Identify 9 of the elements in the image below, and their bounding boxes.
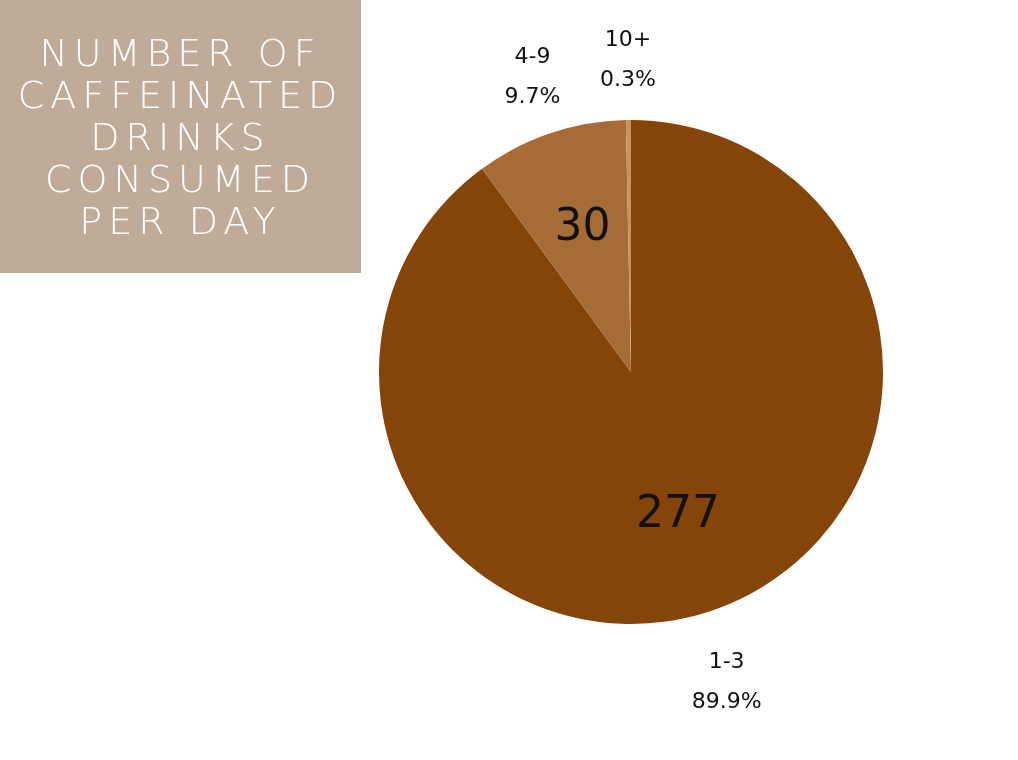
text: 0.3% [599, 66, 656, 92]
text: 9.7% [504, 82, 561, 108]
slice-label: 4-9 [514, 42, 551, 68]
text: 89.9% [691, 687, 762, 713]
data-label: 30 [554, 199, 611, 251]
text: NUMBER OF CAFFEINATED DRINKS CONSUMED PER DAY [0, 0, 361, 273]
slice-label: 1-3 [708, 647, 745, 673]
data-label: 277 [636, 486, 721, 538]
slice-label: 10+ [604, 26, 652, 52]
